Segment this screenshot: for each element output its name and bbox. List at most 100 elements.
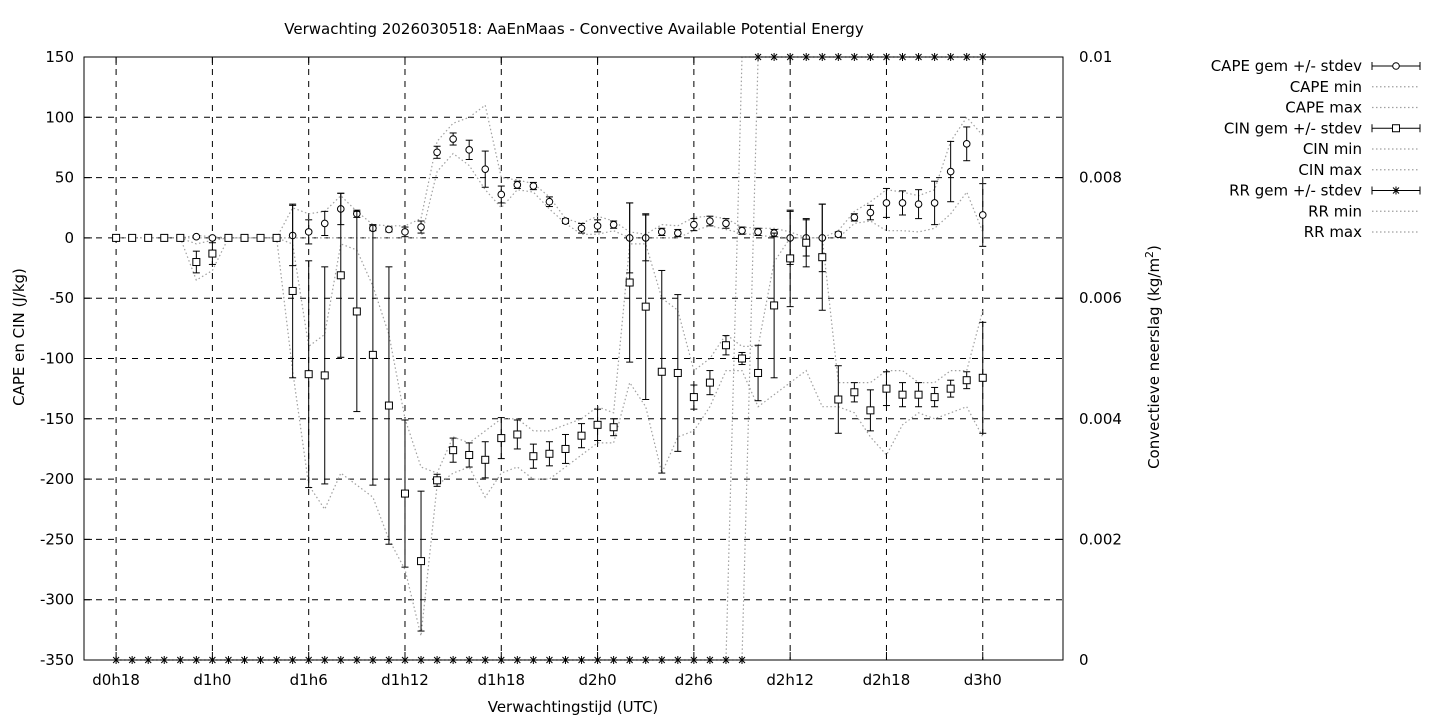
cape-point	[930, 199, 939, 207]
cin-point	[721, 341, 730, 350]
legend-label: CIN max	[1298, 161, 1362, 179]
cin-point	[112, 233, 121, 242]
cin-point	[272, 233, 281, 242]
cape-point	[706, 217, 714, 225]
cape-point	[577, 224, 586, 233]
cin-point	[288, 286, 297, 295]
cin-point	[609, 423, 618, 432]
cin-point	[545, 449, 554, 458]
cape-point	[834, 230, 843, 239]
cape-point	[545, 197, 554, 206]
grid	[84, 57, 1063, 660]
legend-label: CIN gem +/- stdev	[1224, 119, 1362, 137]
y-tick-label: 100	[45, 108, 74, 126]
cape-point	[465, 146, 473, 154]
y2-tick-label: 0.004	[1079, 410, 1122, 428]
x-tick-label: d1h6	[290, 671, 328, 689]
cape-point	[978, 211, 987, 219]
y-tick-label: 50	[55, 169, 74, 187]
y2-tick-label: 0	[1079, 651, 1089, 669]
x-tick-label: d3h0	[964, 671, 1002, 689]
cin-point	[384, 401, 393, 410]
legend: CAPE gem +/- stdev CAPE min CAPE max CIN ge…	[1211, 57, 1421, 241]
cape-point	[513, 181, 522, 189]
legend-marker	[1392, 124, 1400, 133]
x-tick-label: d1h0	[193, 671, 231, 689]
legend-label: RR max	[1304, 223, 1362, 241]
cin-point	[770, 301, 779, 310]
cape-point	[674, 229, 682, 237]
cin-point	[417, 557, 426, 566]
cin-point	[673, 368, 682, 377]
cape-point	[593, 222, 602, 230]
cape-point	[208, 234, 217, 242]
y-axis-label: CAPE en CIN (J/kg)	[10, 268, 28, 406]
y-tick-label: -50	[50, 289, 75, 307]
cin-point	[577, 431, 586, 440]
x-tick-label: d2h6	[675, 671, 713, 689]
cape-point	[481, 165, 490, 173]
cape-min-line	[116, 152, 984, 239]
cin-point	[368, 350, 377, 359]
cape-point	[738, 226, 746, 235]
cin-point	[834, 395, 843, 404]
cape-point	[529, 182, 538, 190]
y-tick-label: 150	[45, 48, 74, 66]
legend-label: RR min	[1308, 202, 1362, 220]
cape-point	[417, 223, 425, 231]
y2-axis-label-end: )	[1145, 245, 1163, 251]
cin-point	[689, 393, 698, 402]
y-tick-label: -100	[40, 350, 74, 368]
cin-point	[625, 278, 634, 287]
y2-axis-label-sup: 2	[1143, 251, 1156, 258]
cin-point	[192, 258, 201, 267]
cin-point	[224, 233, 233, 242]
y-tick-label: -150	[40, 410, 74, 428]
cape-point	[320, 219, 329, 228]
cape-point	[946, 167, 955, 176]
cape-point	[690, 220, 698, 229]
data-layer	[112, 53, 987, 664]
cin-point	[786, 254, 795, 263]
cin-point	[144, 233, 153, 242]
cin-point	[866, 406, 875, 415]
cin-point	[593, 420, 602, 429]
legend-label: CIN min	[1303, 140, 1362, 158]
cape-point	[497, 190, 506, 199]
legend-marker	[1392, 62, 1400, 70]
y2-tick-label: 0.01	[1079, 48, 1112, 66]
cin-point	[850, 388, 859, 397]
cape-point	[882, 199, 891, 207]
x-axis-label: Verwachtingstijd (UTC)	[488, 698, 659, 716]
x-tick-label: d0h18	[92, 671, 140, 689]
cape-point	[850, 213, 859, 222]
cin-point	[962, 376, 971, 385]
cin-point	[705, 378, 714, 387]
cape-point	[609, 220, 618, 229]
legend-label: RR gem +/- stdev	[1229, 182, 1362, 200]
cape-point	[722, 219, 730, 228]
x-tick-label: d2h0	[579, 671, 617, 689]
cin-point	[176, 233, 185, 242]
legend-marker	[1392, 187, 1400, 194]
cin-point	[882, 384, 891, 393]
cin-point	[561, 444, 570, 453]
cin-point	[449, 446, 458, 455]
cape-point	[754, 228, 762, 236]
axes: d0h18 d1h0 d1h6 d1h12 d1h18 d2h0 d2h6 d2h12 d2h1…	[40, 48, 1122, 689]
chart-title: Verwachting 2026030518: AaEnMaas - Conve…	[284, 20, 864, 38]
cin-point	[914, 390, 923, 399]
cin-point	[304, 370, 313, 379]
cin-point	[513, 430, 522, 439]
y-tick-label: -350	[40, 651, 74, 669]
cin-point	[160, 233, 169, 242]
y-tick-label: -200	[40, 470, 74, 488]
x-tick-label: d2h18	[863, 671, 911, 689]
cin-point	[240, 233, 249, 242]
y2-tick-label: 0.008	[1079, 169, 1122, 187]
cin-point	[930, 393, 939, 402]
cin-point	[465, 450, 474, 459]
cin-point	[433, 476, 442, 485]
cape-point	[385, 225, 393, 234]
